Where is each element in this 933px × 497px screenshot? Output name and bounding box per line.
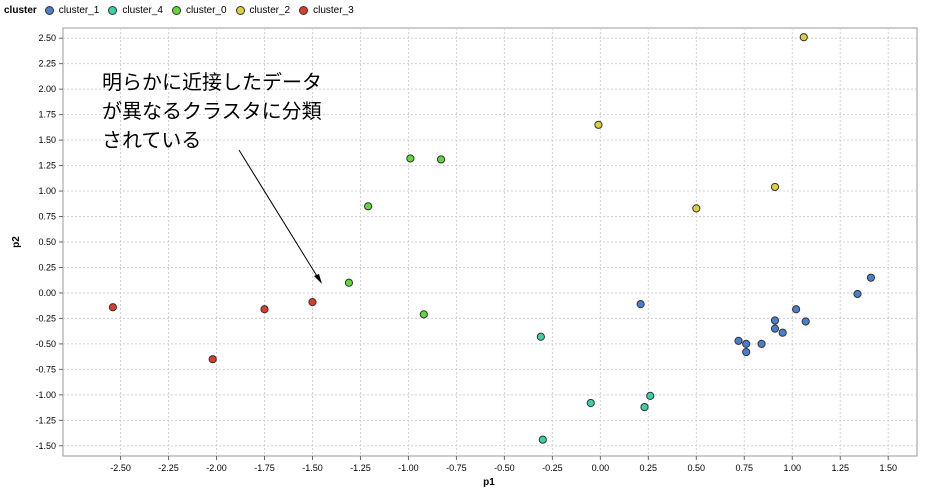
x-tick-label: -1.50 bbox=[302, 463, 323, 473]
y-tick-label: 2.00 bbox=[38, 84, 56, 94]
data-point-cluster_4 bbox=[586, 398, 595, 408]
data-point-cluster_0 bbox=[344, 278, 354, 287]
x-tick-label: 0.00 bbox=[592, 463, 610, 473]
annotation-text: 明らかに近接したデータ が異なるクラスタに分類 されている bbox=[102, 68, 322, 155]
data-point-cluster_4 bbox=[646, 391, 655, 400]
data-point-cluster_1 bbox=[778, 328, 787, 337]
x-tick-label: 1.00 bbox=[783, 463, 801, 473]
data-point-cluster_1 bbox=[742, 347, 751, 357]
x-tick-label: 0.50 bbox=[688, 463, 706, 473]
x-tick-label: -2.50 bbox=[110, 463, 131, 473]
y-tick-label: -0.50 bbox=[35, 339, 56, 349]
data-points bbox=[108, 33, 876, 444]
data-point-cluster_2 bbox=[594, 120, 603, 129]
data-point-cluster_1 bbox=[636, 300, 645, 309]
y-tick-label: 0.25 bbox=[38, 262, 56, 272]
plot-area bbox=[62, 27, 918, 457]
x-tick-label: -1.00 bbox=[398, 463, 419, 473]
y-tick-label: 1.75 bbox=[38, 110, 56, 120]
x-tick-label: 0.75 bbox=[736, 463, 754, 473]
legend-item-cluster-0: cluster_0 bbox=[171, 4, 227, 16]
x-tick-label: -0.75 bbox=[446, 463, 467, 473]
y-tick-label: -1.00 bbox=[35, 390, 56, 400]
data-point-cluster_2 bbox=[692, 204, 701, 213]
legend-swatch-icon bbox=[171, 5, 181, 15]
data-point-cluster_1 bbox=[770, 316, 780, 325]
legend-item-cluster-2: cluster_2 bbox=[235, 4, 291, 16]
y-tick-label: 1.50 bbox=[38, 135, 56, 145]
annotation-line: が異なるクラスタに分類 bbox=[102, 99, 322, 123]
grid bbox=[63, 28, 917, 456]
annotation-line: されている bbox=[102, 128, 202, 152]
data-point-cluster_4 bbox=[536, 332, 545, 341]
x-axis-title: p1 bbox=[483, 477, 495, 488]
x-tick-label: -2.00 bbox=[206, 463, 227, 473]
legend-item-cluster-4: cluster_4 bbox=[108, 5, 163, 16]
data-point-cluster_0 bbox=[436, 155, 446, 164]
x-tick-label: -2.25 bbox=[158, 463, 179, 473]
data-point-cluster_3 bbox=[308, 298, 317, 307]
x-axis: -2.50 -2.25 -2.00 -1.75 -1.50 -1.25 -1.00 -0.75… bbox=[110, 456, 897, 473]
y-tick-label: -1.25 bbox=[35, 415, 56, 425]
data-point-cluster_4 bbox=[640, 402, 649, 412]
data-point-cluster_0 bbox=[406, 154, 415, 163]
data-point-cluster_0 bbox=[364, 202, 373, 211]
data-point-cluster_1 bbox=[853, 289, 862, 299]
legend-label: cluster_3 bbox=[313, 4, 354, 16]
data-point-cluster_3 bbox=[260, 305, 269, 314]
y-tick-label: 0.00 bbox=[38, 288, 56, 298]
y-tick-label: -0.25 bbox=[35, 313, 56, 323]
data-point-cluster_3 bbox=[208, 355, 217, 364]
legend-swatch-icon bbox=[299, 5, 309, 15]
legend-swatch-icon bbox=[108, 5, 118, 15]
y-axis-title: p2 bbox=[11, 236, 22, 248]
legend-swatch-icon bbox=[235, 5, 245, 15]
y-tick-label: 2.25 bbox=[38, 59, 56, 69]
x-tick-label: -1.75 bbox=[254, 463, 275, 473]
legend-swatch-icon bbox=[44, 5, 54, 15]
y-tick-label: 1.00 bbox=[38, 186, 56, 196]
legend: cluster cluster_1 cluster_4 cluster_0 cl… bbox=[4, 3, 363, 17]
data-point-cluster_1 bbox=[770, 324, 780, 333]
data-point-cluster_4 bbox=[538, 435, 547, 444]
data-point-cluster_1 bbox=[801, 317, 810, 326]
x-tick-label: -0.50 bbox=[494, 463, 515, 473]
y-tick-label: 0.50 bbox=[38, 237, 56, 247]
legend-label: cluster_0 bbox=[185, 4, 227, 16]
data-point-cluster_1 bbox=[734, 336, 743, 345]
data-point-cluster_1 bbox=[791, 305, 801, 314]
y-tick-label: -1.50 bbox=[35, 441, 56, 451]
arrow-head-icon bbox=[314, 274, 322, 284]
legend-title: cluster bbox=[4, 4, 37, 16]
data-point-cluster_2 bbox=[770, 182, 780, 192]
y-tick-label: 1.25 bbox=[38, 161, 56, 171]
data-point-cluster_0 bbox=[419, 310, 428, 319]
data-point-cluster_1 bbox=[742, 339, 751, 349]
x-tick-label: -1.25 bbox=[350, 463, 371, 473]
x-tick-label: 1.50 bbox=[879, 463, 897, 473]
y-tick-label: 2.50 bbox=[38, 33, 56, 43]
x-tick-label: -0.25 bbox=[542, 463, 563, 473]
y-tick-label: 0.75 bbox=[38, 212, 56, 222]
legend-label: cluster_4 bbox=[122, 4, 163, 16]
legend-item-cluster-3: cluster_3 bbox=[299, 5, 354, 16]
y-tick-label: -0.75 bbox=[35, 364, 56, 374]
legend-item-cluster-1: cluster_1 bbox=[44, 4, 100, 16]
x-tick-label: 1.25 bbox=[831, 463, 849, 473]
x-tick-label: 0.25 bbox=[640, 463, 658, 473]
annotation-arrow bbox=[238, 149, 322, 284]
legend-label: cluster_2 bbox=[249, 4, 291, 16]
annotation-line: 明らかに近接したデータ bbox=[102, 70, 322, 94]
data-point-cluster_1 bbox=[866, 273, 876, 282]
data-point-cluster_1 bbox=[757, 339, 766, 349]
legend-label: cluster_1 bbox=[58, 4, 100, 16]
y-axis: 2.50 2.25 2.00 1.75 1.50 1.25 1.00 0.75 0.50 0.25… bbox=[35, 33, 63, 451]
data-point-cluster_2 bbox=[799, 33, 808, 42]
data-point-cluster_3 bbox=[108, 303, 117, 312]
